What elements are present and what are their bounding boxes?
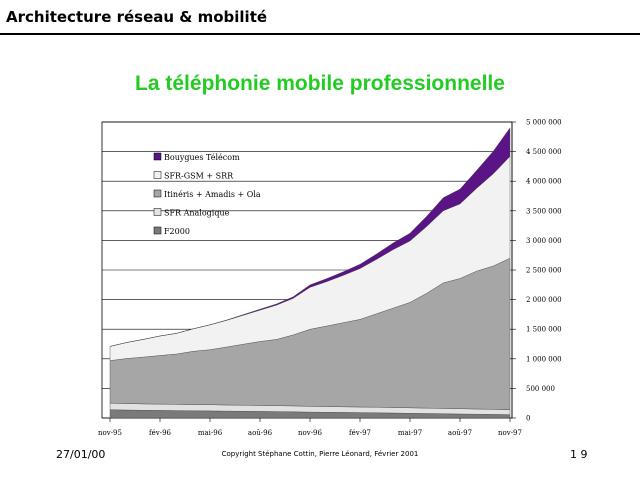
x-tick-label: mai-97 bbox=[398, 429, 422, 437]
footer-page-number: 1 9 bbox=[570, 448, 588, 461]
area-series-4 bbox=[109, 127, 511, 347]
y-tick-label: 4 000 000 bbox=[526, 178, 562, 186]
legend-label: SFR Analogique bbox=[164, 209, 230, 218]
y-tick-label: 3 500 000 bbox=[526, 207, 562, 215]
slide-title: La téléphonie mobile professionnelle bbox=[135, 72, 505, 95]
legend-label: SFR-GSM + SRR bbox=[164, 172, 234, 181]
y-tick-label: 4 500 000 bbox=[526, 148, 562, 156]
header-divider bbox=[0, 33, 640, 35]
y-tick-label: 1 000 000 bbox=[526, 355, 562, 363]
y-tick-label: 2 000 000 bbox=[526, 296, 562, 304]
y-tick-label: 3 000 000 bbox=[526, 237, 562, 245]
x-tick-label: fév-97 bbox=[349, 429, 371, 437]
legend-swatch bbox=[153, 208, 162, 216]
legend-label: F2000 bbox=[164, 227, 190, 236]
x-tick-label: aoû-97 bbox=[448, 429, 472, 437]
legend-label: Bouygues Télécom bbox=[164, 153, 240, 162]
x-tick-label: mai-96 bbox=[198, 429, 223, 437]
y-tick-label: 1 500 000 bbox=[526, 326, 562, 334]
x-tick-label: nov-97 bbox=[498, 429, 522, 437]
x-tick-label: nov-95 bbox=[98, 429, 122, 437]
legend-swatch bbox=[153, 171, 162, 179]
legend-swatch bbox=[153, 152, 162, 161]
y-tick-label: 2 500 000 bbox=[526, 267, 562, 275]
legend-label: Itinéris + Amadis + Ola bbox=[164, 190, 261, 199]
x-tick-label: aoû-96 bbox=[248, 429, 273, 437]
legend-swatch bbox=[153, 189, 162, 198]
y-tick-label: 5 000 000 bbox=[526, 119, 562, 127]
footer-date: 27/01/00 bbox=[56, 448, 106, 461]
x-tick-label: fév-96 bbox=[149, 429, 172, 437]
y-tick-label: 0 bbox=[526, 415, 530, 423]
legend-swatch bbox=[153, 226, 162, 235]
footer-copyright: Copyright Stéphane Cottin, Pierre Léonar… bbox=[221, 450, 419, 458]
x-tick-label: nov-96 bbox=[298, 429, 322, 437]
y-tick-label: 500 000 bbox=[526, 385, 555, 393]
header-title: Architecture réseau & mobilité bbox=[6, 8, 268, 26]
